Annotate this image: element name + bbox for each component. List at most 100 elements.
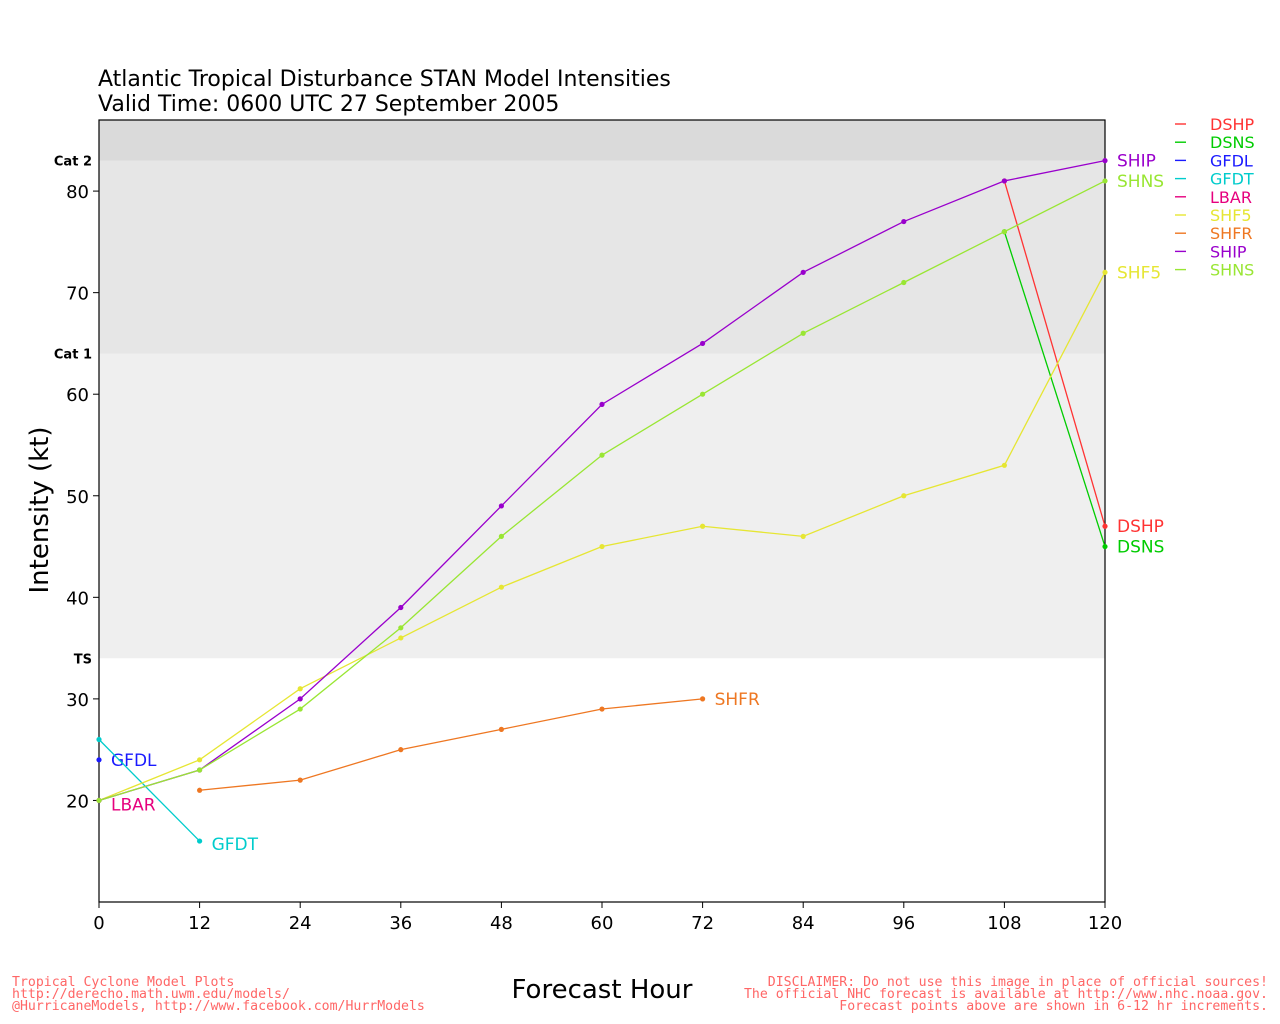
data-point (1102, 178, 1108, 184)
data-point (498, 584, 504, 590)
data-point (1001, 462, 1008, 468)
series-end-label: SHFR (715, 690, 760, 710)
series-end-label: LBAR (111, 795, 156, 815)
data-point (901, 493, 907, 499)
band-label: Cat 2 (54, 155, 92, 170)
footer-credit-line: @HurricaneModels, http://www.facebook.co… (12, 999, 425, 1014)
data-point (599, 706, 605, 712)
axis-ticks: 0 12 24 36 48 60 72 84 96 108 120 20 30 40 50 60 70 80 (66, 182, 1122, 934)
legend-entry: SHF5 (1210, 206, 1252, 225)
legend-entry: GFDL (1210, 151, 1253, 170)
x-tick-label: 60 (591, 913, 614, 934)
x-tick-label: 96 (892, 913, 915, 934)
x-axis-label: Forecast Hour (512, 975, 693, 1005)
x-tick-label: 36 (389, 913, 412, 934)
footer-disclaimer-line: DISCLAIMER: Do not use this image in pla… (767, 975, 1268, 990)
data-point (197, 838, 203, 844)
x-tick-label: 0 (93, 913, 104, 934)
data-point (700, 696, 706, 702)
band-cat-1 (99, 160, 1105, 354)
data-point (1102, 269, 1108, 275)
series-shfr: SHFR (197, 690, 760, 793)
footer-disclaimer: DISCLAIMER: Do not use this image in pla… (743, 975, 1268, 1013)
data-point (197, 787, 203, 793)
y-tick-label: 40 (66, 588, 89, 609)
chart-title: Atlantic Tropical Disturbance STAN Model… (98, 67, 671, 92)
data-point (398, 625, 404, 631)
data-point (800, 269, 806, 275)
series-end-label: SHNS (1117, 172, 1164, 192)
series-shf5: SHF5 (96, 263, 1161, 804)
data-point (498, 503, 504, 509)
series-end-label: DSNS (1117, 538, 1164, 558)
series-end-label: GFDL (111, 751, 157, 771)
data-point (96, 797, 102, 804)
data-point (197, 767, 203, 773)
band-label: TS (74, 652, 92, 667)
series-ship: SHIP (96, 152, 1156, 804)
data-point (700, 391, 706, 397)
data-point (700, 340, 706, 347)
series-line-gfdt (98, 739, 201, 842)
x-tick-label: 84 (792, 913, 815, 934)
series-line-shfr (199, 698, 703, 791)
series-end-label: SHF5 (1117, 263, 1161, 283)
series-dsns: DSNS (1001, 229, 1164, 558)
footer-credit-line: Tropical Cyclone Model Plots (12, 975, 235, 990)
data-point (297, 777, 303, 783)
x-tick-label: 108 (987, 913, 1021, 934)
x-tick-label: 24 (289, 913, 312, 934)
data-point (1001, 229, 1008, 235)
y-tick-label: 60 (66, 385, 89, 406)
legend-entry: LBAR (1210, 188, 1252, 207)
legend-entry: SHNS (1210, 261, 1254, 280)
data-point (800, 533, 806, 539)
data-point (1102, 158, 1108, 164)
data-point (901, 218, 907, 225)
intensity-category-bands: TS Cat 1 Cat 2 (54, 120, 1105, 667)
y-tick-label: 70 (66, 284, 89, 305)
data-point (800, 330, 806, 336)
band-cat-2 (99, 120, 1105, 161)
data-point (498, 533, 504, 539)
footer-credit-line: http://derecho.math.uwm.edu/models/ (12, 987, 290, 1002)
data-point (1102, 523, 1108, 529)
data-point (700, 523, 706, 529)
x-tick-label: 120 (1088, 913, 1122, 934)
data-point (599, 543, 605, 550)
chart-subtitle: Valid Time: 0600 UTC 27 September 2005 (98, 92, 559, 117)
y-tick-label: 50 (66, 487, 89, 508)
legend-entry: SHFR (1210, 224, 1253, 243)
data-point (197, 757, 203, 763)
y-axis-label: Intensity (kt) (25, 427, 55, 594)
data-point (599, 452, 605, 458)
data-point (297, 706, 303, 712)
data-point (498, 726, 504, 732)
legend-entry: SHIP (1210, 242, 1247, 261)
series-end-label: GFDT (212, 835, 259, 855)
x-tick-label: 12 (188, 913, 211, 934)
legend-entry: DSHP (1210, 115, 1255, 134)
data-point (398, 604, 404, 611)
series-line-dshp (1003, 180, 1106, 527)
footer-disclaimer-line: The official NHC forecast is available a… (743, 987, 1268, 1002)
legend-entry: GFDT (1210, 170, 1254, 189)
data-point (1102, 543, 1108, 550)
series-end-label: DSHP (1117, 517, 1164, 537)
data-point (96, 736, 102, 743)
series-gfdl: GFDL (96, 751, 157, 771)
series-gfdt: GFDT (96, 736, 259, 855)
band-label: Cat 1 (54, 348, 92, 363)
series-line-dsns (1003, 231, 1106, 547)
data-point (297, 696, 303, 702)
data-point (901, 279, 907, 286)
data-point (96, 757, 102, 763)
series-end-label: SHIP (1117, 152, 1156, 172)
footer-credits: Tropical Cyclone Model Plots http://dere… (12, 975, 425, 1014)
y-tick-label: 30 (66, 690, 89, 711)
x-tick-label: 72 (691, 913, 714, 934)
x-tick-label: 48 (490, 913, 513, 934)
